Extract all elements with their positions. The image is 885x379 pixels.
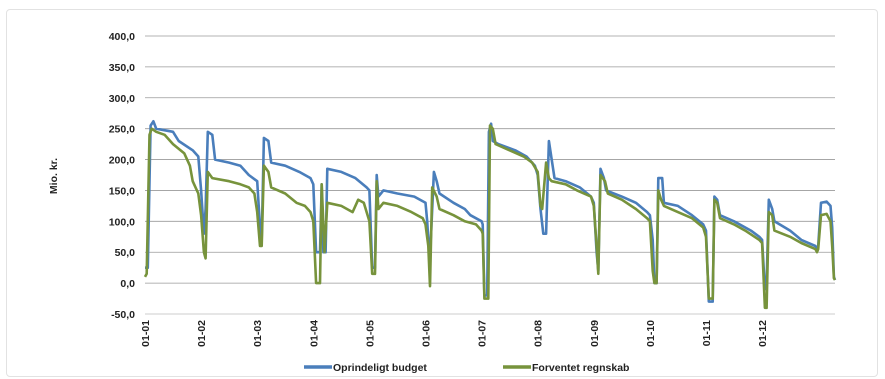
x-tick-label: 01-04 xyxy=(308,320,320,347)
y-tick-label: 250,0 xyxy=(109,124,135,136)
gridlines xyxy=(145,35,835,315)
series-lines xyxy=(143,120,837,310)
x-tick-label: 01-02 xyxy=(196,320,208,347)
y-tick-label: 50,0 xyxy=(115,247,136,259)
legend-label-forventet: Forventet regnskab xyxy=(532,362,629,374)
x-tick-label: 01-03 xyxy=(252,320,264,347)
y-axis-ticks: 400,0 350,0 300,0 250,0 200,0 150,0 100,0 50,0 0… xyxy=(109,31,135,321)
x-tick-label: 01-08 xyxy=(533,320,545,347)
y-tick-label: 100,0 xyxy=(109,216,135,228)
x-tick-label: 01-12 xyxy=(757,320,769,347)
legend-label-budget: Oprindeligt budget xyxy=(333,362,427,374)
y-tick-label: 400,0 xyxy=(109,31,135,43)
x-tick-label: 01-05 xyxy=(364,320,376,347)
y-tick-label: 200,0 xyxy=(109,155,135,167)
x-tick-label: 01-07 xyxy=(477,320,489,347)
x-axis-ticks: 01-01 01-02 01-03 01-04 01-05 01-06 01-07 01-08… xyxy=(140,320,769,347)
y-tick-label: -50,0 xyxy=(111,309,135,321)
x-tick-label: 01-01 xyxy=(140,320,152,347)
series-line-forventet xyxy=(143,124,837,310)
y-axis-label: Mio. kr. xyxy=(48,158,60,194)
x-tick-label: 01-10 xyxy=(645,320,657,347)
legend: Oprindeligt budget Forventet regnskab xyxy=(304,362,629,374)
x-tick-label: 01-09 xyxy=(589,320,601,347)
x-tick-label: 01-11 xyxy=(701,320,713,346)
y-tick-label: 0,0 xyxy=(120,278,135,290)
chart-frame xyxy=(6,9,878,377)
y-tick-label: 300,0 xyxy=(109,93,135,105)
y-tick-label: 150,0 xyxy=(109,185,135,197)
y-tick-label: 350,0 xyxy=(109,62,135,74)
x-tick-label: 01-06 xyxy=(420,320,432,347)
